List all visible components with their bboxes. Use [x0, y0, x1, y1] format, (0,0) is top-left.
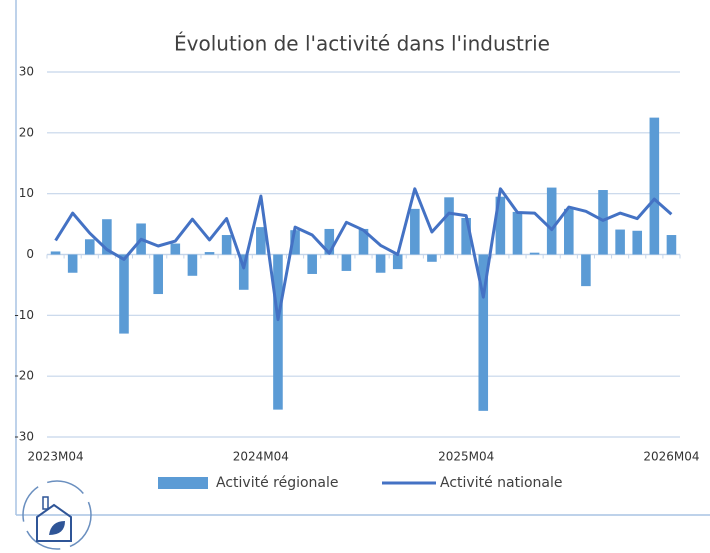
bar [153, 254, 163, 295]
bar [102, 219, 112, 255]
x-tick-label: 2023M04 [27, 450, 83, 464]
chart-title: Évolution de l'activité dans l'industrie [174, 32, 550, 56]
y-tick-label: 20 [19, 125, 34, 139]
bar [50, 251, 61, 255]
bar [324, 228, 335, 255]
x-tick-label: 2025M04 [438, 450, 494, 464]
bar [512, 211, 523, 255]
bar [392, 254, 403, 270]
bar [598, 190, 608, 255]
bar [564, 208, 574, 255]
y-tick-label: -20 [14, 369, 34, 383]
y-tick-label: 10 [19, 186, 34, 200]
bar [529, 252, 540, 255]
bar [290, 230, 300, 255]
bar [170, 243, 181, 255]
line [54, 187, 673, 322]
bar [221, 235, 232, 255]
bar [341, 254, 352, 271]
y-tick-label: -30 [14, 430, 34, 444]
bar [273, 254, 283, 410]
bar [358, 228, 369, 255]
legend-label: Activité régionale [216, 475, 339, 491]
bar [615, 229, 625, 255]
bar [461, 218, 471, 255]
bar [84, 239, 95, 255]
legend-swatch [158, 477, 208, 489]
y-tick-label: -10 [14, 308, 34, 322]
bar [632, 230, 643, 255]
bar [187, 254, 198, 276]
bar [581, 254, 591, 287]
bar [478, 254, 489, 411]
bar [546, 187, 557, 255]
bar [375, 254, 386, 273]
bar [495, 196, 506, 255]
bar [256, 227, 266, 255]
bar [410, 208, 420, 255]
bar [444, 197, 454, 255]
bar [67, 254, 78, 273]
y-tick-label: 0 [26, 247, 34, 261]
bar [649, 117, 660, 255]
bar [238, 254, 249, 290]
legend-label: Activité nationale [440, 475, 563, 491]
logo [22, 480, 92, 550]
x-tick-label: 2026M04 [643, 450, 699, 464]
bar [119, 254, 129, 334]
x-tick-label: 2024M04 [233, 450, 289, 464]
bar [204, 252, 215, 255]
bar [427, 254, 437, 262]
bar [307, 254, 317, 274]
bar [666, 235, 677, 255]
y-tick-label: 30 [19, 65, 34, 79]
